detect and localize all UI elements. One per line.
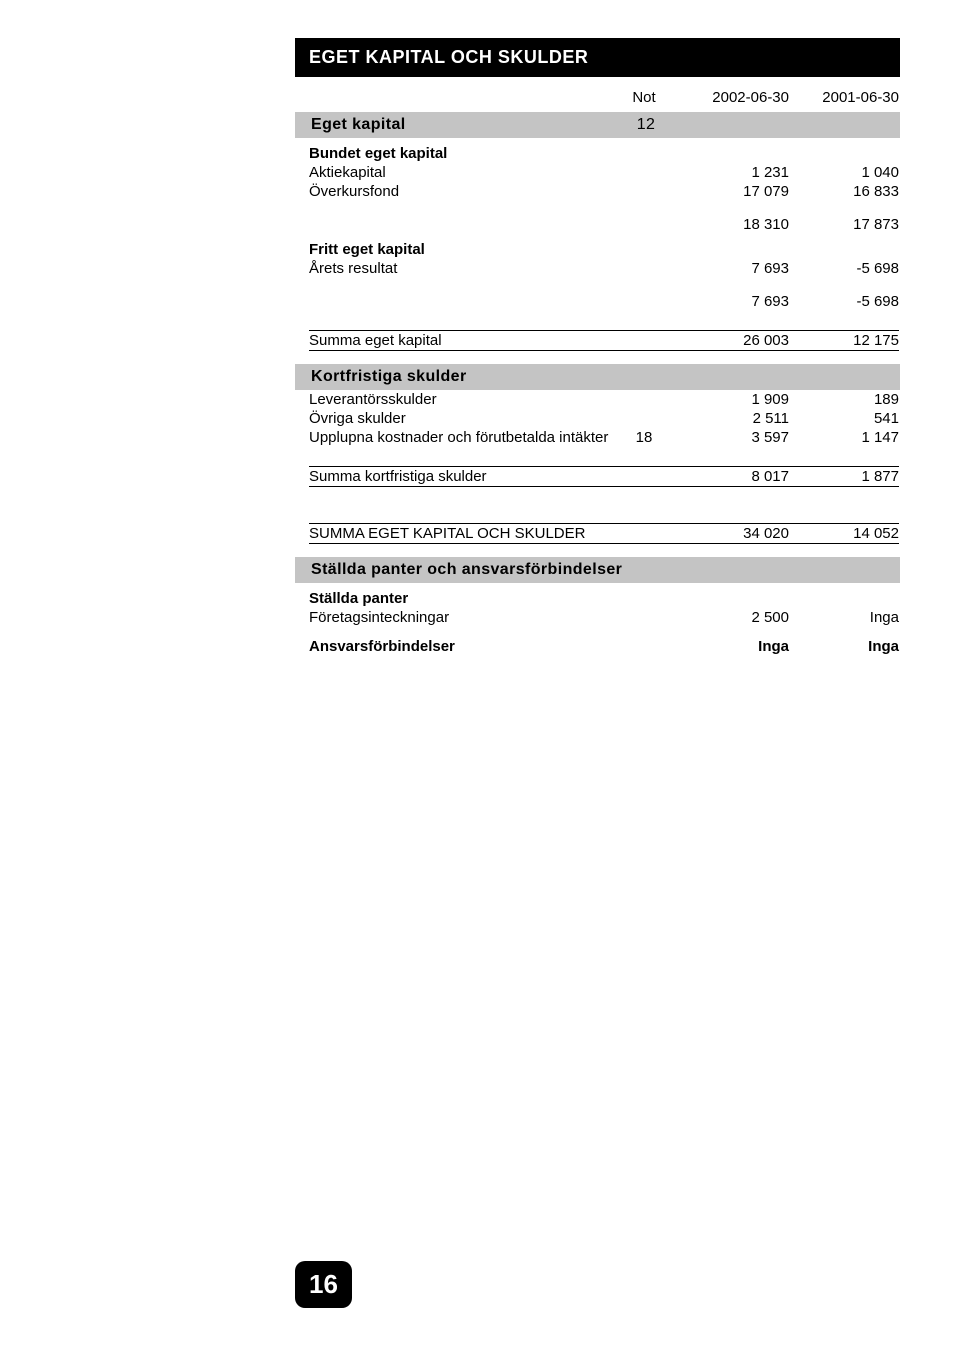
- sum-label: Summa kortfristiga skulder: [309, 466, 609, 487]
- sum-value: 1 877: [789, 466, 899, 487]
- column-headers: Not 2002-06-30 2001-06-30: [295, 87, 900, 108]
- row-value: Inga: [679, 638, 789, 655]
- sum-value: 8 017: [679, 466, 789, 487]
- section-header: EGET KAPITAL OCH SKULDER: [295, 38, 900, 77]
- sum-label: Summa eget kapital: [309, 330, 609, 351]
- page-number-badge: 16: [295, 1261, 352, 1308]
- group-label: Bundet eget kapital: [309, 145, 609, 162]
- row-value: 16 833: [789, 183, 899, 200]
- table-row: Upplupna kostnader och förutbetalda intä…: [295, 428, 900, 447]
- row-not: [609, 410, 679, 427]
- table-row: Företagsinteckningar 2 500 Inga: [295, 608, 900, 627]
- ansvarsforbindelser-row: Ansvarsförbindelser Inga Inga: [295, 637, 900, 656]
- table-row: Aktiekapital 1 231 1 040: [295, 163, 900, 182]
- table-row: Årets resultat 7 693 -5 698: [295, 259, 900, 278]
- row-label: Överkursfond: [309, 183, 609, 200]
- row-value: 3 597: [679, 429, 789, 446]
- table-row: Övriga skulder 2 511 541: [295, 409, 900, 428]
- row-value: 2 500: [679, 609, 789, 626]
- subsection-panter: Ställda panter och ansvarsförbindelser: [295, 557, 900, 583]
- summa-kortfristiga-row: Summa kortfristiga skulder 8 017 1 877: [295, 465, 900, 488]
- table-row: Överkursfond 17 079 16 833: [295, 182, 900, 201]
- subsection-label: Eget kapital: [311, 116, 611, 134]
- row-not: [609, 391, 679, 408]
- row-label: Leverantörsskulder: [309, 391, 609, 408]
- row-value: 1 231: [679, 164, 789, 181]
- row-label: Aktiekapital: [309, 164, 609, 181]
- row-label: Ansvarsförbindelser: [309, 638, 609, 655]
- row-value: 1 040: [789, 164, 899, 181]
- subtotal-value: 7 693: [679, 293, 789, 310]
- row-value: Inga: [789, 638, 899, 655]
- row-value: 1 909: [679, 391, 789, 408]
- row-value: 17 079: [679, 183, 789, 200]
- group-bundet-title: Bundet eget kapital: [295, 144, 900, 163]
- table-row: Leverantörsskulder 1 909 189: [295, 390, 900, 409]
- row-value: 7 693: [679, 260, 789, 277]
- row-value: 189: [789, 391, 899, 408]
- group-stallda-title: Ställda panter: [295, 589, 900, 608]
- subsection-not: 12: [611, 116, 681, 134]
- sum-label: SUMMA EGET KAPITAL OCH SKULDER: [309, 523, 609, 544]
- row-value: Inga: [789, 609, 899, 626]
- row-label: Övriga skulder: [309, 410, 609, 427]
- group-label: Fritt eget kapital: [309, 241, 609, 258]
- row-label: Upplupna kostnader och förutbetalda intä…: [309, 429, 609, 446]
- row-value: 2 511: [679, 410, 789, 427]
- sum-value: 14 052: [789, 523, 899, 544]
- subtotal-row: 7 693 -5 698: [295, 292, 900, 311]
- summa-total-row: SUMMA EGET KAPITAL OCH SKULDER 34 020 14…: [295, 522, 900, 545]
- row-value: 1 147: [789, 429, 899, 446]
- subsection-eget-kapital: Eget kapital 12: [295, 112, 900, 138]
- row-label: Årets resultat: [309, 260, 609, 277]
- col-year-1: 2002-06-30: [679, 89, 789, 106]
- row-label: Företagsinteckningar: [309, 609, 609, 626]
- row-not: 18: [609, 429, 679, 446]
- sum-value: 34 020: [679, 523, 789, 544]
- row-value: 541: [789, 410, 899, 427]
- row-value: -5 698: [789, 260, 899, 277]
- summa-eget-kapital-row: Summa eget kapital 26 003 12 175: [295, 329, 900, 352]
- subtotal-value: 17 873: [789, 216, 899, 233]
- subtotal-value: -5 698: [789, 293, 899, 310]
- subtotal-value: 18 310: [679, 216, 789, 233]
- sum-value: 12 175: [789, 330, 899, 351]
- group-label: Ställda panter: [309, 590, 609, 607]
- col-year-2: 2001-06-30: [789, 89, 899, 106]
- group-fritt-title: Fritt eget kapital: [295, 240, 900, 259]
- col-not: Not: [609, 89, 679, 106]
- subtotal-row: 18 310 17 873: [295, 215, 900, 234]
- subsection-kortfristiga: Kortfristiga skulder: [295, 364, 900, 390]
- sum-value: 26 003: [679, 330, 789, 351]
